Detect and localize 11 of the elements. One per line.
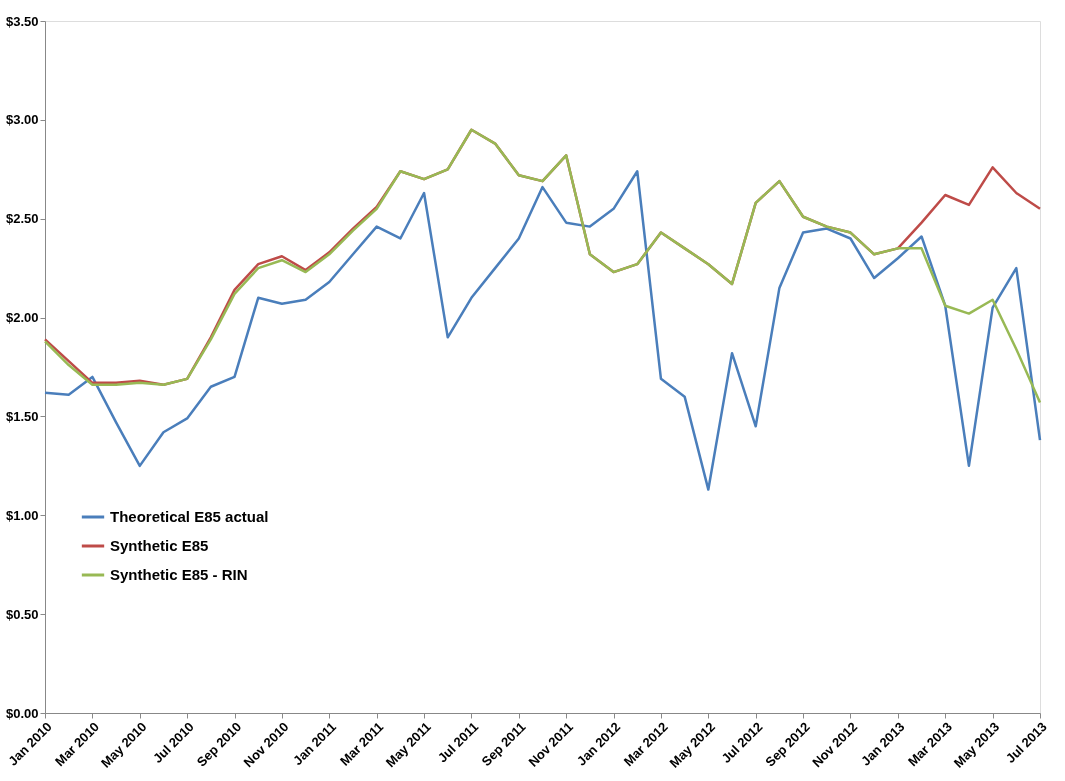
y-tick-label: $1.00 — [5, 507, 39, 523]
y-tick-label: $2.00 — [5, 310, 39, 326]
y-tick-label: $1.50 — [5, 408, 39, 424]
y-tick-label: $3.50 — [5, 13, 39, 29]
legend-label: Synthetic E85 — [110, 537, 209, 554]
y-tick-label: $0.00 — [5, 705, 39, 721]
legend-label: Theoretical E85 actual — [110, 508, 269, 525]
y-tick-label: $0.50 — [5, 606, 39, 622]
legend-label: Synthetic E85 - RIN — [110, 566, 248, 583]
y-tick-label: $3.00 — [5, 112, 39, 128]
y-tick-label: $2.50 — [5, 211, 39, 227]
